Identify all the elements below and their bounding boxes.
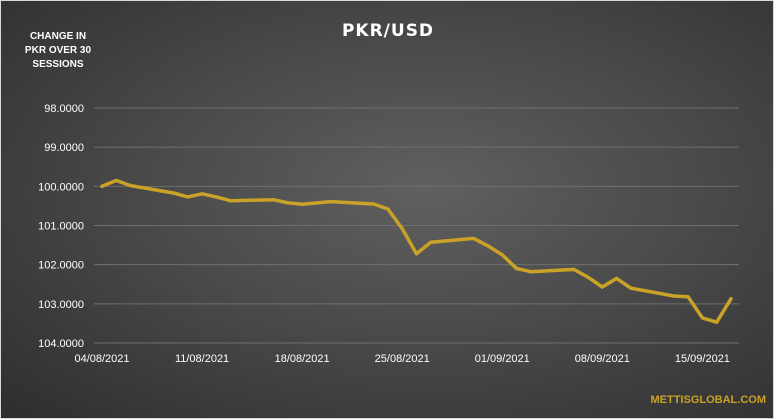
data-point (514, 266, 519, 271)
y-tick-label: 99.0000 (44, 142, 84, 154)
data-point (286, 201, 290, 205)
data-point (429, 240, 433, 244)
data-point (372, 202, 376, 206)
data-point (214, 195, 218, 199)
data-point (486, 244, 490, 248)
data-point (100, 184, 104, 188)
data-point (472, 236, 476, 241)
y-tick-label: 104.0000 (38, 338, 84, 350)
x-tick-label: 15/09/2021 (675, 353, 730, 365)
data-point (500, 253, 504, 257)
data-point (686, 295, 690, 299)
y-tick-label: 100.0000 (38, 181, 84, 193)
data-point (271, 198, 276, 202)
x-tick-label: 08/09/2021 (575, 353, 630, 365)
y-tick-label: 102.0000 (38, 260, 84, 272)
y-tick-label: 101.0000 (38, 221, 84, 233)
y-axis-label-line-1: CHANGE IN (30, 31, 86, 42)
x-tick-label: 11/08/2021 (175, 353, 229, 365)
data-point (700, 316, 705, 320)
data-point (672, 294, 676, 298)
y-axis-label: CHANGE IN PKR OVER 30 SESSIONS (25, 31, 92, 70)
series-line-group (100, 178, 733, 324)
x-tick-label: 18/08/2021 (275, 353, 330, 365)
data-point (414, 252, 419, 256)
chart-title: PKR/USD (342, 21, 434, 41)
data-point (229, 199, 233, 203)
data-point (186, 195, 190, 199)
y-tick-label: 103.0000 (38, 299, 84, 311)
data-point (629, 286, 633, 290)
y-axis-label-line-2: PKR OVER 30 (25, 45, 92, 56)
source-label: METTISGLOBAL.COM (651, 394, 767, 406)
data-point (386, 207, 390, 211)
series-line (100, 178, 733, 324)
x-axis-ticks: 04/08/2021 11/08/2021 18/08/2021 25/08/2021… (74, 353, 729, 365)
data-point (729, 297, 733, 301)
y-tick-label: 98.0000 (44, 103, 84, 115)
data-point (300, 202, 304, 206)
data-point (715, 320, 719, 324)
data-point (128, 183, 133, 188)
data-point (615, 276, 619, 280)
gridlines (94, 107, 739, 344)
data-point (572, 267, 576, 271)
data-point (329, 200, 333, 204)
data-point (200, 192, 204, 196)
x-tick-label: 01/09/2021 (475, 353, 530, 365)
x-tick-label: 25/08/2021 (375, 353, 430, 365)
data-point (529, 270, 533, 274)
data-point (400, 227, 404, 231)
data-point (600, 285, 604, 289)
data-point (586, 275, 590, 279)
y-axis-label-line-3: SESSIONS (32, 59, 83, 70)
data-point (171, 191, 176, 195)
data-point (114, 178, 118, 183)
x-tick-label: 04/08/2021 (74, 353, 129, 365)
y-axis-ticks: 98.0000 99.0000 100.0000 101.0000 102.0000 10… (38, 103, 84, 350)
